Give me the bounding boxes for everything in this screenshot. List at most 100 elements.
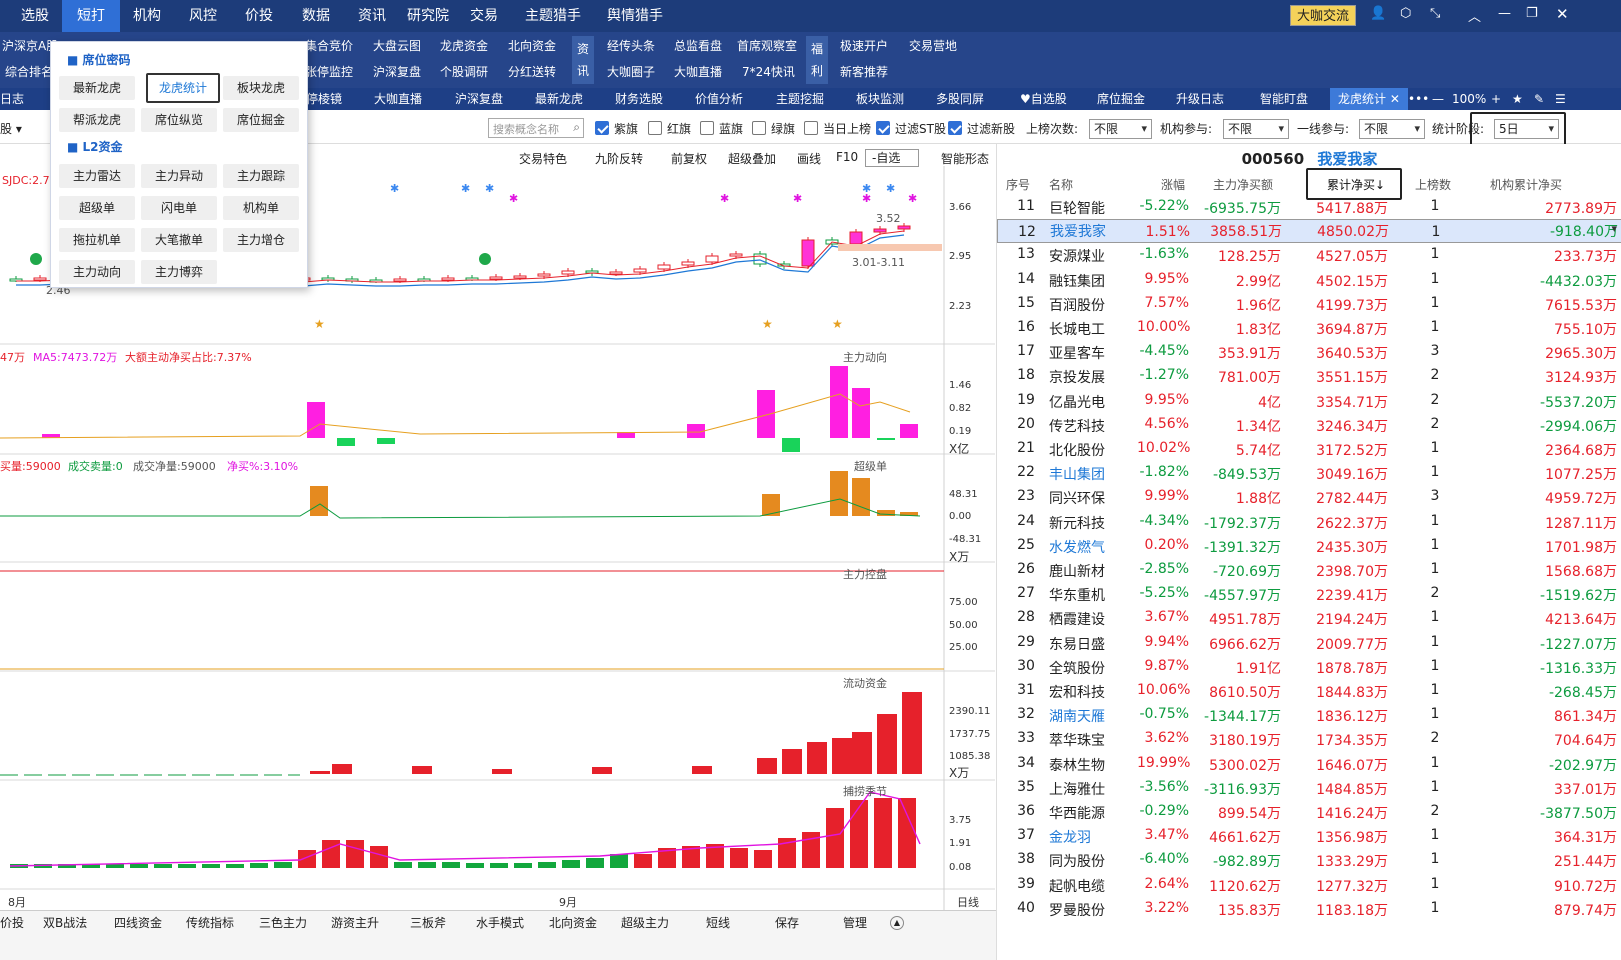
btab-fourline[interactable]: 四线资金 [114, 916, 163, 930]
dd-l2-flash[interactable]: 闪电单 [141, 196, 217, 220]
table-row[interactable]: 38 同为股份 -6.40% -982.89万 1333.29万 1 251.44万 [997, 848, 1621, 872]
nav-caiwuxuangu[interactable]: 财务选股 [615, 92, 664, 106]
sub-item-r2-4[interactable]: 沪深复盘 [373, 65, 422, 79]
table-row[interactable]: 14 融钰集团 9.95% 2.99亿 4502.15万 1 -4432.03万 [997, 268, 1621, 292]
table-row[interactable]: 31 宏和科技 10.06% 8610.50万 1844.83万 1 -268.45万 [997, 679, 1621, 703]
sub-item-r2-7[interactable]: 大咖圈子 [607, 65, 656, 79]
table-row[interactable]: 34 泰林生物 19.99% 5300.02万 1646.07万 1 -202.97万 [997, 752, 1621, 776]
table-row[interactable]: 35 上海雅仕 -3.56% -3116.93万 1484.85万 1 337.01万 [997, 776, 1621, 800]
nav-tingleng[interactable]: 停棱镜 [306, 92, 343, 106]
star-icon[interactable]: ★ [1512, 92, 1523, 106]
table-row[interactable]: 28 栖霞建设 3.67% 4951.78万 2194.24万 1 4213.64万 [997, 606, 1621, 630]
table-row[interactable]: 21 北化股份 10.02% 5.74亿 3172.52万 1 2364.68万 [997, 437, 1621, 461]
dd-latest-longhu[interactable]: 最新龙虎 [59, 76, 135, 100]
inst-select[interactable]: 不限 [1223, 119, 1289, 139]
menu-sentiment-hunter[interactable]: 舆情猎手 [607, 8, 663, 24]
menu-duanda[interactable]: 短打 [62, 0, 120, 32]
nav-shengjirizhi[interactable]: 升级日志 [1176, 92, 1225, 106]
settings-hex-icon[interactable]: ⬡ [1400, 6, 1412, 21]
sub-item-4[interactable]: 大盘云图 [373, 39, 422, 53]
menu-fengkong[interactable]: 风控 [189, 8, 217, 24]
nav-longhutongji[interactable]: 龙虎统计 ✕ [1330, 88, 1408, 110]
table-row[interactable]: 39 起帆电缆 2.64% 1120.62万 1277.32万 1 910.72万 [997, 873, 1621, 897]
table-row[interactable]: 15 百润股份 7.57% 1.96亿 4199.73万 1 7615.53万 [997, 292, 1621, 316]
nav-zuixinlonghu[interactable]: 最新龙虎 [535, 92, 584, 106]
restore-icon[interactable]: ❐ [1526, 6, 1538, 21]
check-today-listed[interactable] [804, 121, 818, 135]
tb-custom-select[interactable]: -自选 [865, 149, 920, 167]
dd-seat-mining[interactable]: 席位掘金 [223, 108, 299, 132]
nav-xiweijuejin[interactable]: 席位掘金 [1097, 92, 1146, 106]
table-row[interactable]: 20 传艺科技 4.56% 1.34亿 3246.34万 2 -2994.06万 [997, 413, 1621, 437]
th-index[interactable]: 序号 [1006, 178, 1031, 192]
tb-f10[interactable]: F10 [836, 150, 859, 164]
dd-l2-tractor[interactable]: 拖拉机单 [59, 228, 135, 252]
line-select[interactable]: 不限 [1359, 119, 1425, 139]
table-row[interactable]: 16 长城电工 10.00% 1.83亿 3694.87万 1 755.10万 [997, 316, 1621, 340]
btab-manage[interactable]: 管理 [843, 916, 868, 930]
th-cum-net-buy[interactable]: 累计净买↓ [1327, 178, 1386, 192]
tb-smart-pattern[interactable]: 智能形态 [941, 152, 990, 166]
th-name[interactable]: 名称 [1049, 178, 1074, 192]
zoom-out-icon[interactable]: — [1432, 92, 1444, 106]
stock-name[interactable]: 我爱我家 [1317, 150, 1378, 168]
menu-jiatou[interactable]: 价投 [245, 8, 273, 24]
btab-traditional[interactable]: 传统指标 [186, 916, 235, 930]
list-icon[interactable]: ☰ [1555, 92, 1566, 106]
sub-item-1[interactable]: 沪深京A股 [2, 39, 59, 53]
th-change[interactable]: 涨幅 [1161, 178, 1186, 192]
table-row[interactable]: 18 京投发展 -1.27% 781.00万 3551.15万 2 3124.93万 [997, 364, 1621, 388]
check-filter-new[interactable] [948, 121, 962, 135]
menu-shuju[interactable]: 数据 [302, 8, 330, 24]
close-icon[interactable]: ✕ [1556, 5, 1569, 23]
table-row[interactable]: 26 鹿山新材 -2.85% -720.69万 2398.70万 1 1568.68万 [997, 558, 1621, 582]
dd-l2-inst[interactable]: 机构单 [223, 196, 299, 220]
btab-sanbanfu[interactable]: 三板斧 [410, 916, 447, 930]
sub-item-r2-5[interactable]: 个股调研 [440, 65, 489, 79]
menu-zixun[interactable]: 资讯 [358, 8, 386, 24]
concept-search-input[interactable]: 搜索概念名称 ⌕ [488, 118, 584, 138]
nav-bankuaijiance[interactable]: 板块监测 [856, 92, 905, 106]
collapse-icon[interactable]: ︿ [1468, 10, 1482, 25]
btab-doubleb[interactable]: 双B战法 [43, 916, 88, 930]
dd-l2-direction[interactable]: 主力动向 [59, 260, 135, 284]
sub-item-7[interactable]: 经传头条 [607, 39, 656, 53]
tb-overlay[interactable]: 超级叠加 [728, 152, 777, 166]
dd-sector-longhu[interactable]: 板块龙虎 [223, 76, 299, 100]
table-row[interactable]: 37 金龙羽 3.47% 4661.62万 1356.98万 1 364.31万 [997, 824, 1621, 848]
table-row[interactable]: 32 湖南天雁 -0.75% -1344.17万 1836.12万 1 861.34万 [997, 703, 1621, 727]
btab-save[interactable]: 保存 [775, 916, 800, 930]
tab-close-icon[interactable]: ✕ [1389, 92, 1400, 106]
table-row[interactable]: 40 罗曼股份 3.22% 135.83万 1183.18万 1 879.74万 [997, 897, 1621, 921]
check-hong-flag[interactable] [648, 121, 662, 135]
table-row[interactable]: 33 萃华珠宝 3.62% 3180.19万 1734.35万 2 704.64万 [997, 727, 1621, 751]
table-row[interactable]: 24 新元科技 -4.34% -1792.37万 2622.37万 1 1287.11万 [997, 510, 1621, 534]
sub-item-r2-6[interactable]: 分红送转 [508, 65, 557, 79]
period-select[interactable]: 5日 [1494, 119, 1559, 139]
table-row[interactable]: 13 安源煤业 -1.63% 128.25万 4527.05万 1 233.73万 [997, 243, 1621, 267]
table-row[interactable]: 17 亚星客车 -4.45% 353.91万 3640.53万 3 2965.30万 [997, 340, 1621, 364]
dd-l2-game[interactable]: 主力博弈 [141, 260, 217, 284]
table-row[interactable]: 12 我爱我家 1.51% 3858.51万 4850.02万 1 -918.40万 [997, 219, 1621, 244]
sub-item-r2-3[interactable]: 张停监控 [305, 65, 354, 79]
nav-rizhi[interactable]: 日志 [0, 92, 25, 106]
th-list-count[interactable]: 上榜数 [1415, 178, 1452, 192]
nav-zixuangu[interactable]: ♥自选股 [1020, 88, 1067, 110]
sub-item-3[interactable]: 集合竞价 [305, 39, 354, 53]
dd-longhu-stat[interactable]: 龙虎统计 [146, 73, 220, 103]
sub-item-r2-10[interactable]: 新客推荐 [840, 65, 889, 79]
table-row[interactable]: 11 巨轮智能 -5.22% -6935.75万 5417.88万 1 2773.89万 [997, 195, 1621, 219]
btab-jiatou[interactable]: 价投 [0, 916, 25, 930]
btab-super[interactable]: 超级主力 [621, 916, 670, 930]
sub-item-6[interactable]: 北向资金 [508, 39, 557, 53]
dd-gang-longhu[interactable]: 帮派龙虎 [59, 108, 135, 132]
menu-xuangu[interactable]: 选股 [21, 8, 49, 24]
menu-yanjiuyuan[interactable]: 研究院 [407, 8, 449, 24]
dd-l2-add[interactable]: 主力增仓 [223, 228, 299, 252]
dd-l2-super[interactable]: 超级单 [59, 196, 135, 220]
vtag-zixun[interactable]: 资讯 [572, 36, 594, 84]
sub-item-11[interactable]: 交易营地 [909, 39, 958, 53]
expert-chat-badge[interactable]: 大咖交流 [1290, 5, 1356, 26]
more-icon[interactable]: ••• [1408, 92, 1430, 106]
check-lan-flag[interactable] [700, 121, 714, 135]
